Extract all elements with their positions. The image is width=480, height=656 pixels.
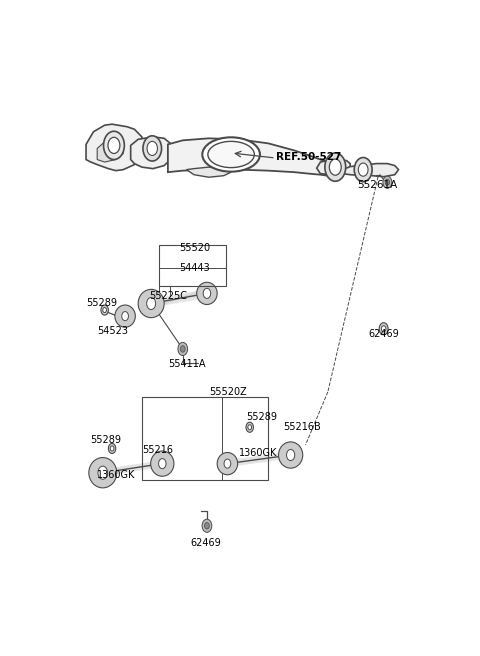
Circle shape [143,136,162,161]
Circle shape [202,519,212,532]
Polygon shape [131,137,172,169]
Text: 55216B: 55216B [283,422,321,432]
Circle shape [180,346,185,352]
Text: 54523: 54523 [97,326,128,337]
Ellipse shape [89,458,117,488]
Circle shape [178,342,188,356]
Ellipse shape [138,289,164,318]
Circle shape [287,449,295,461]
Text: 55261A: 55261A [358,180,398,190]
Text: 55216: 55216 [142,445,173,455]
Circle shape [147,297,156,310]
Polygon shape [168,138,328,176]
Ellipse shape [217,453,238,475]
Circle shape [379,323,388,335]
Circle shape [122,312,129,321]
Text: 55289: 55289 [90,435,121,445]
Polygon shape [97,139,123,162]
Text: 1360GK: 1360GK [97,470,135,480]
Circle shape [224,459,231,468]
Ellipse shape [115,305,135,327]
Bar [142,397,268,480]
Circle shape [101,305,108,315]
Circle shape [110,446,114,451]
Polygon shape [339,165,384,176]
Text: 55520Z: 55520Z [209,387,247,397]
Circle shape [382,326,386,332]
Circle shape [204,522,209,529]
Circle shape [103,308,107,313]
Circle shape [354,157,372,182]
Circle shape [359,163,368,176]
Text: 55225C: 55225C [149,291,187,301]
Text: 62469: 62469 [369,329,399,338]
Text: 55289: 55289 [86,298,117,308]
Circle shape [108,443,116,453]
Polygon shape [86,124,142,171]
Ellipse shape [208,141,254,168]
Circle shape [383,176,392,188]
Text: 54443: 54443 [179,263,210,273]
Ellipse shape [202,137,260,172]
Circle shape [325,153,346,181]
Circle shape [248,424,252,430]
Ellipse shape [278,442,303,468]
Polygon shape [317,159,350,174]
Circle shape [108,137,120,154]
Circle shape [98,466,108,480]
Bar [158,245,226,286]
Circle shape [329,159,341,175]
Circle shape [246,422,253,432]
Circle shape [147,141,157,155]
Ellipse shape [151,451,174,476]
Circle shape [158,459,166,468]
Text: 55289: 55289 [246,412,277,422]
Polygon shape [365,163,398,176]
Text: REF.50-527: REF.50-527 [276,152,341,162]
Polygon shape [186,167,231,177]
Circle shape [104,131,124,159]
Text: 1360GK: 1360GK [239,447,277,457]
Circle shape [203,289,211,298]
Text: 55411A: 55411A [168,359,205,369]
Circle shape [385,179,390,185]
Ellipse shape [197,282,217,304]
Text: 55520: 55520 [179,243,210,253]
Text: 62469: 62469 [190,539,221,548]
